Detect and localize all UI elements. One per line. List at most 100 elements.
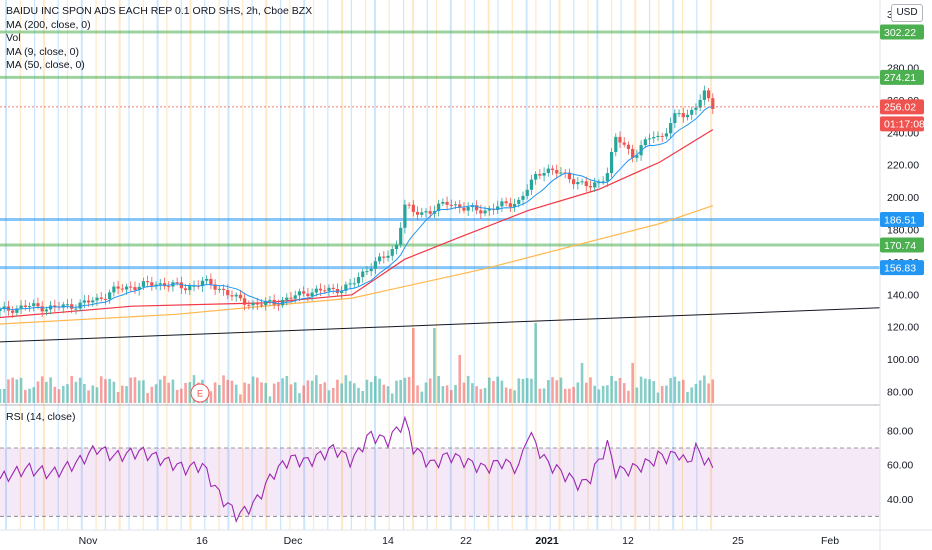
candle-body xyxy=(614,136,618,152)
trendline[interactable] xyxy=(0,307,881,343)
time-tick-label: Nov xyxy=(79,535,98,547)
price-tag-label: 274.21 xyxy=(884,72,916,84)
candle-body xyxy=(158,283,162,285)
legend-ma9[interactable]: MA (9, close, 0) xyxy=(6,45,79,58)
candle-body xyxy=(550,168,555,170)
candle-body xyxy=(626,144,631,149)
candle-body xyxy=(209,278,213,285)
volume-bar xyxy=(530,378,533,403)
candle-body xyxy=(226,290,230,296)
volume-bar xyxy=(91,385,95,403)
time-tick-label: 16 xyxy=(196,535,208,547)
rsi-axis[interactable]: 40.00 60.00 80.00 xyxy=(887,425,913,505)
candle-body xyxy=(660,135,664,137)
candle-body xyxy=(44,309,48,312)
time-tick-label: 25 xyxy=(732,535,744,547)
volume-bar xyxy=(487,377,491,403)
volume-bar xyxy=(289,384,293,403)
volume-bar xyxy=(635,387,639,403)
volume-bar xyxy=(357,387,360,403)
legend-ma200[interactable]: MA (200, close, 0) xyxy=(6,18,91,31)
volume-bar xyxy=(188,382,192,403)
volume-bar xyxy=(445,385,449,403)
rsi-band xyxy=(0,448,880,517)
volume-bar xyxy=(74,381,78,403)
legend-vol[interactable]: Vol xyxy=(6,32,21,44)
candle-body xyxy=(580,181,584,183)
volume-bar xyxy=(344,375,348,403)
candle-body xyxy=(129,286,133,288)
volume-bar xyxy=(2,388,6,403)
volume-bar xyxy=(441,386,445,403)
candle-body xyxy=(424,211,428,213)
volume-bar xyxy=(32,387,36,403)
volume-bar xyxy=(500,380,504,403)
volume-bar xyxy=(78,377,82,403)
candle-body xyxy=(221,288,226,291)
candle-body xyxy=(643,139,647,146)
volume-bar xyxy=(327,390,331,403)
volume-bar xyxy=(310,380,314,403)
volume-bar xyxy=(104,379,107,403)
time-axis[interactable]: Nov 16 Dec 14 22 2021 12 25 Feb xyxy=(79,535,840,547)
candle-body xyxy=(453,204,458,206)
candle-body xyxy=(120,288,124,290)
rsi-legend[interactable]: RSI (14, close) xyxy=(6,411,76,423)
candle-body xyxy=(386,255,390,258)
candle-body xyxy=(529,179,534,190)
candle-body xyxy=(108,292,112,300)
candle-body xyxy=(65,304,70,306)
candle-body xyxy=(483,210,487,214)
volume-bar xyxy=(437,376,440,403)
volume-bar xyxy=(669,378,672,403)
horizontal-levels xyxy=(0,30,880,270)
candle-body xyxy=(23,305,27,307)
volume-bar xyxy=(597,389,601,403)
earnings-icon[interactable] xyxy=(190,383,210,403)
price-tick-label: 220.00 xyxy=(887,160,919,172)
currency-button[interactable]: USD xyxy=(891,4,923,22)
candle-body xyxy=(146,281,150,283)
earnings-label: E xyxy=(197,389,203,399)
volume-bar xyxy=(399,379,402,403)
volume-bar xyxy=(428,378,432,403)
vertical-highlight-lines xyxy=(5,0,713,530)
candle-body xyxy=(652,136,656,139)
volume-bar xyxy=(260,382,263,403)
price-tag-box xyxy=(880,211,924,227)
candle-body xyxy=(213,284,217,290)
rsi-tick-label: 60.00 xyxy=(887,460,913,472)
volume-bar xyxy=(121,385,124,403)
volume-bar xyxy=(677,381,681,403)
volume-bar xyxy=(167,382,171,403)
chart-legend: BAIDU INC SPON ADS EACH REP 0.1 ORD SHS,… xyxy=(6,5,312,73)
candle-body xyxy=(669,123,673,134)
volume-bar xyxy=(264,383,268,403)
candle-body xyxy=(314,288,318,293)
candle-body xyxy=(162,283,167,287)
candle-body xyxy=(247,304,251,306)
volume-bar xyxy=(209,391,213,403)
rsi-line xyxy=(0,415,714,524)
candle-body xyxy=(685,114,690,118)
ma200-line xyxy=(0,205,713,325)
candle-body xyxy=(466,207,470,211)
price-axis[interactable]: 80.00100.00120.00140.00160.00180.00200.0… xyxy=(887,9,919,399)
volume-bar xyxy=(234,384,238,403)
candle-body xyxy=(95,297,99,301)
candle-body xyxy=(458,204,462,208)
legend-ma50[interactable]: MA (50, close, 0) xyxy=(6,59,85,71)
price-tags: 302.22 274.21 256.02 01:17:08 186.51 170.74 15… xyxy=(880,24,925,276)
volume-bar xyxy=(580,363,584,403)
symbol-title[interactable]: BAIDU INC SPON ADS EACH REP 0.1 ORD SHS,… xyxy=(6,5,313,17)
volume-bar xyxy=(420,391,424,403)
volume-bar xyxy=(542,388,546,403)
rsi-tick-label: 80.00 xyxy=(887,425,913,437)
candle-body xyxy=(344,284,348,291)
volume-bar xyxy=(525,378,529,403)
volume-bar xyxy=(298,393,301,403)
candle-body xyxy=(601,181,605,183)
volume-bar xyxy=(466,375,470,403)
candle-body xyxy=(437,203,441,211)
